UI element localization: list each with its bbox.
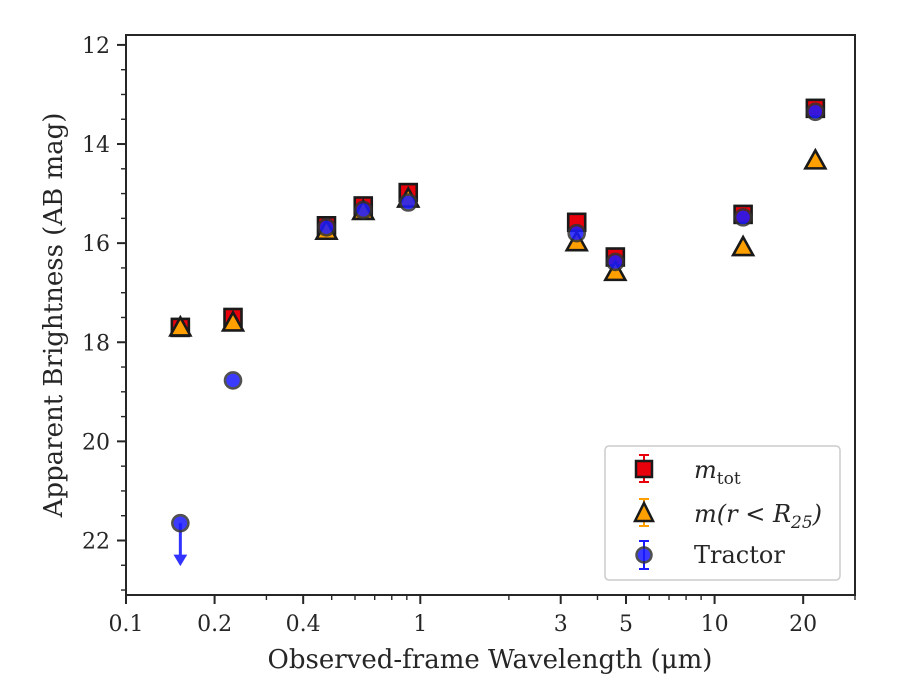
point-s3-8 <box>733 208 753 227</box>
point-s3-3 <box>317 217 336 237</box>
y-tick-label: 14 <box>82 133 110 158</box>
x-tick-label: 1 <box>413 612 427 637</box>
legend-label-m-r25: m(r < R25) <box>694 500 822 533</box>
x-tick-label: 3 <box>554 612 568 637</box>
point-s2-2 <box>220 309 246 332</box>
point-s3-1 <box>171 513 190 533</box>
series-1 <box>170 98 826 338</box>
y-tick-label: 22 <box>82 529 110 554</box>
point-s3-7 <box>606 252 625 272</box>
y-tick-label: 12 <box>82 34 110 59</box>
x-tick-label: 0.1 <box>109 612 144 637</box>
point-s2-9 <box>803 147 828 170</box>
point-s3-5 <box>398 193 418 212</box>
axis-ticks: 0.1 0.2 0.4 1 3 5 10 20 12 14 16 18 20 22 <box>82 34 856 637</box>
point-s3-4 <box>353 200 373 220</box>
y-tick-label: 20 <box>82 430 110 455</box>
x-tick-label: 20 <box>789 612 817 637</box>
series-3 <box>171 102 825 567</box>
upper-limit-arrowhead <box>173 554 188 567</box>
point-s3-6 <box>567 223 587 243</box>
x-tick-label: 5 <box>619 612 633 637</box>
series-2 <box>168 147 828 337</box>
y-tick-label: 18 <box>82 331 110 356</box>
legend-marker-tractor <box>635 540 653 570</box>
y-axis-title: Apparent Brightness (AB mag) <box>39 113 69 519</box>
legend-label-m-tot: mtot <box>694 456 741 489</box>
x-tick-label: 10 <box>701 612 729 637</box>
point-s3-9 <box>806 102 825 122</box>
point-s2-8 <box>730 234 756 257</box>
x-tick-label: 0.4 <box>286 612 321 637</box>
legend-marker-m-r25 <box>632 498 656 527</box>
plot-area <box>168 98 828 567</box>
axes-frame <box>125 34 856 596</box>
legend: mtot m(r < R25) Tractor <box>604 445 841 581</box>
x-tick-label: 0.2 <box>197 612 232 637</box>
x-axis-title: Observed-frame Wavelength (μm) <box>268 645 713 675</box>
point-s2-1 <box>168 314 193 337</box>
point-s3-2 <box>223 371 243 390</box>
legend-marker-m-tot <box>634 454 654 483</box>
legend-box <box>604 445 841 581</box>
y-tick-label: 16 <box>82 232 110 257</box>
legend-label-tractor: Tractor <box>694 541 785 569</box>
